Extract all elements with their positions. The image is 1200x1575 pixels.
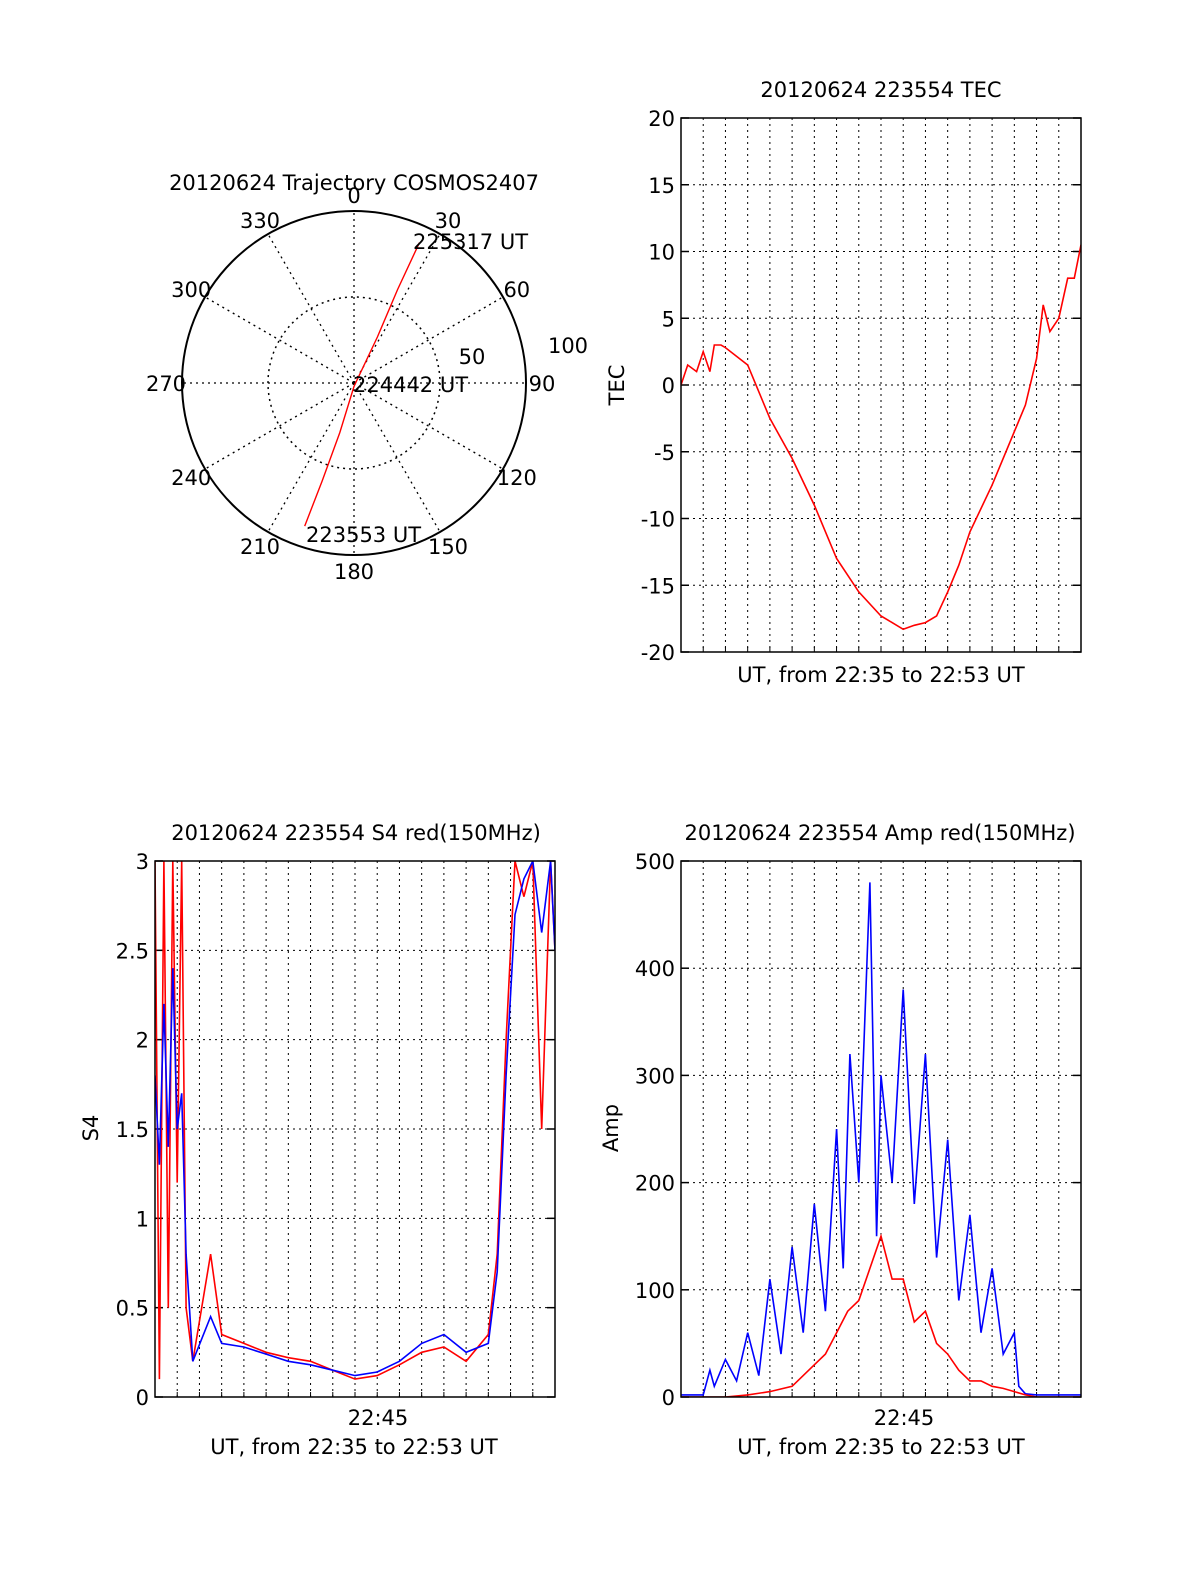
polar-outer-circle	[181, 210, 527, 556]
y-tick-label: 500	[635, 850, 675, 874]
plot-frame	[680, 860, 1082, 1398]
polar-radial-label: 100	[548, 334, 588, 358]
tec-xlabel: UT, from 22:35 to 22:53 UT	[737, 663, 1025, 687]
y-tick-label: -20	[641, 641, 675, 665]
amp-title: 20120624 223554 Amp red(150MHz)	[684, 821, 1075, 845]
polar-trajectory-line	[304, 242, 421, 527]
y-tick-label: 400	[635, 957, 675, 981]
s4-xlabel: UT, from 22:35 to 22:53 UT	[210, 1435, 498, 1459]
y-tick-label: 3	[136, 850, 149, 874]
amp-chart: 20120624 223554 Amp red(150MHz) UT, from…	[599, 821, 1082, 1459]
polar-spoke	[204, 382, 355, 470]
polar-angle-label: 330	[240, 209, 280, 233]
polar-title: 20120624 Trajectory COSMOS2407	[169, 171, 539, 195]
polar-trajectory-chart: 20120624 Trajectory COSMOS2407 0 30 60 90 12…	[146, 171, 588, 584]
polar-spoke	[204, 296, 355, 384]
y-tick-label: 1	[136, 1207, 149, 1231]
polar-angle-label: 60	[503, 278, 530, 302]
series-line-blue	[681, 882, 1081, 1396]
tec-title: 20120624 223554 TEC	[760, 78, 1001, 102]
polar-spoke	[267, 233, 355, 384]
y-tick-label: 1.5	[116, 1118, 149, 1142]
series-line-red	[681, 1233, 1081, 1397]
polar-spoke	[267, 382, 355, 533]
y-tick-label: -15	[641, 574, 675, 598]
amp-ylabel: Amp	[599, 1104, 623, 1152]
polar-angle-label: 210	[240, 535, 280, 559]
y-tick-label: 15	[648, 174, 675, 198]
x-tick-label: 22:45	[348, 1406, 409, 1430]
y-tick-label: 0.5	[116, 1297, 149, 1321]
y-tick-label: 0	[662, 1386, 675, 1410]
polar-annotation-mid: 224442 UT	[353, 373, 468, 397]
y-tick-label: 2	[136, 1029, 149, 1053]
x-tick-label: 22:45	[874, 1406, 935, 1430]
y-tick-label: 100	[635, 1279, 675, 1303]
polar-angle-label: 90	[529, 372, 556, 396]
polar-angle-label: 270	[146, 372, 186, 396]
polar-annotation-end: 225317 UT	[413, 230, 528, 254]
s4-title: 20120624 223554 S4 red(150MHz)	[171, 821, 541, 845]
amp-xlabel: UT, from 22:35 to 22:53 UT	[737, 1435, 1025, 1459]
y-tick-label: 300	[635, 1064, 675, 1088]
y-tick-label: -10	[641, 508, 675, 532]
series-line-blue	[155, 861, 555, 1377]
y-tick-label: -5	[654, 441, 675, 465]
polar-spoke	[353, 382, 504, 470]
polar-angle-label: 300	[171, 278, 211, 302]
polar-angle-label: 150	[428, 535, 468, 559]
y-tick-label: 0	[662, 374, 675, 398]
plot-frame	[680, 117, 1082, 653]
polar-angle-label: 180	[334, 560, 374, 584]
polar-spoke	[353, 296, 504, 384]
s4-ylabel: S4	[79, 1115, 103, 1142]
polar-angle-label: 30	[435, 209, 462, 233]
polar-spoke	[353, 233, 441, 384]
series-line-red	[681, 244, 1081, 631]
tec-chart: 20120624 223554 TEC UT, from 22:35 to 22…	[605, 78, 1082, 687]
tec-ylabel: TEC	[605, 365, 629, 407]
polar-annotation-start: 223553 UT	[306, 523, 421, 547]
polar-spoke	[353, 382, 441, 533]
y-tick-label: 10	[648, 241, 675, 265]
polar-angle-label: 120	[497, 466, 537, 490]
polar-angle-label: 240	[171, 466, 211, 490]
polar-radial-label: 50	[459, 345, 486, 369]
y-tick-label: 2.5	[116, 939, 149, 963]
plot-frame	[154, 860, 556, 1398]
y-tick-label: 20	[648, 107, 675, 131]
polar-inner-circle	[267, 296, 441, 470]
y-tick-label: 200	[635, 1172, 675, 1196]
y-tick-label: 0	[136, 1386, 149, 1410]
polar-angle-label: 0	[347, 184, 360, 208]
y-tick-label: 5	[662, 307, 675, 331]
s4-chart: 20120624 223554 S4 red(150MHz) UT, from …	[79, 821, 556, 1459]
